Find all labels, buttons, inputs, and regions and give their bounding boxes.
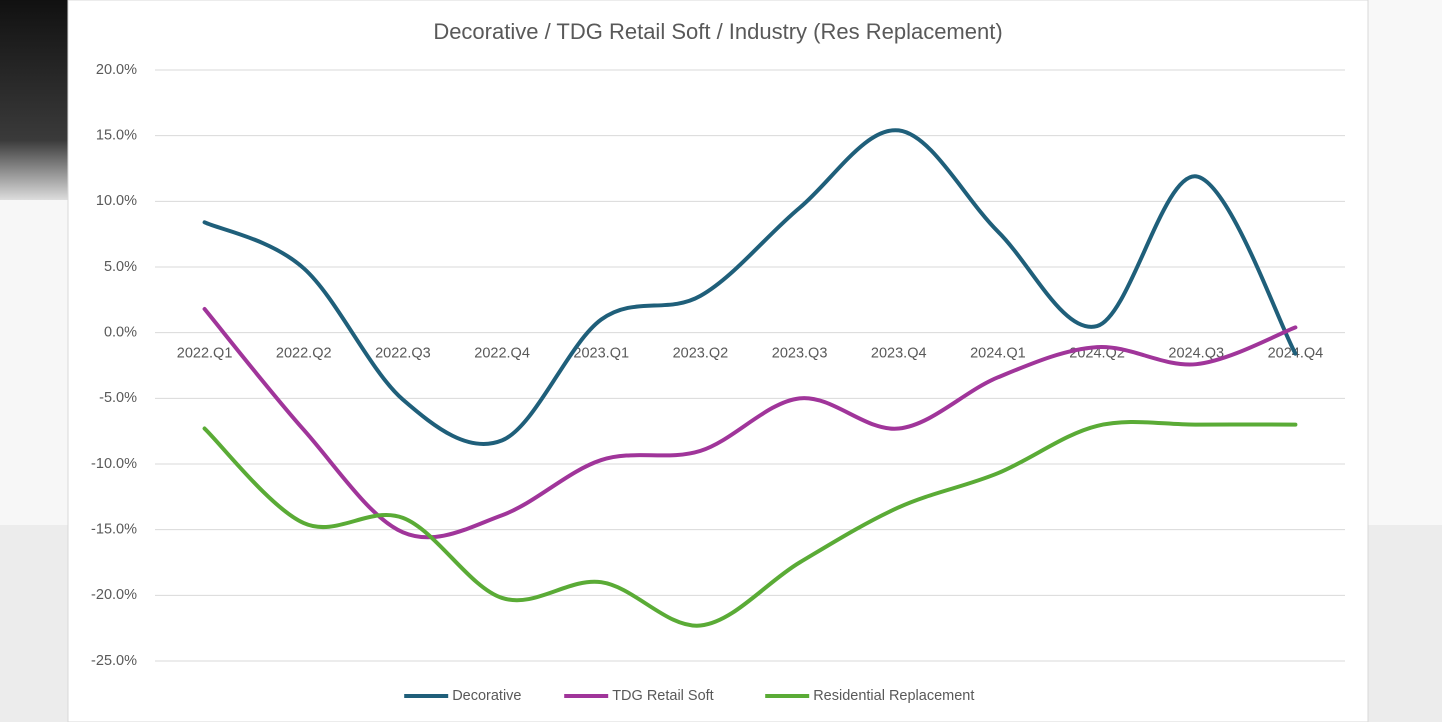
y-tick-label: 15.0% [96, 127, 137, 143]
y-tick-label: -5.0% [99, 390, 137, 406]
y-tick-label: -15.0% [91, 521, 137, 537]
background-panel [1368, 0, 1442, 525]
y-tick-label: 10.0% [96, 193, 137, 209]
chart-title: Decorative / TDG Retail Soft / Industry … [433, 19, 1002, 44]
background-photo [0, 0, 68, 200]
y-tick-label: 20.0% [96, 62, 137, 78]
x-tick-label: 2022.Q4 [474, 345, 530, 361]
x-tick-label: 2022.Q2 [276, 345, 332, 361]
data-line [202, 419, 1298, 628]
legend-label: Residential Replacement [813, 688, 974, 704]
chart-area [67, 0, 1369, 722]
data-line [202, 307, 1298, 540]
y-tick-label: -10.0% [91, 456, 137, 472]
y-tick-label: 0.0% [104, 324, 137, 340]
x-tick-label: 2023.Q4 [871, 345, 927, 361]
y-tick-label: -25.0% [91, 653, 137, 669]
x-tick-label: 2023.Q3 [772, 345, 828, 361]
x-tick-label: 2024.Q3 [1168, 345, 1224, 361]
x-tick-label: 2023.Q1 [573, 345, 629, 361]
legend-label: TDG Retail Soft [612, 688, 714, 704]
background-panel [0, 200, 68, 525]
y-tick-label: -20.0% [91, 587, 137, 603]
legend-label: Decorative [452, 688, 521, 704]
y-tick-label: 5.0% [104, 259, 137, 275]
data-line [202, 128, 1298, 446]
x-tick-label: 2024.Q1 [970, 345, 1026, 361]
x-tick-label: 2022.Q1 [177, 345, 233, 361]
x-tick-label: 2022.Q3 [375, 345, 431, 361]
x-tick-label: 2023.Q2 [673, 345, 729, 361]
